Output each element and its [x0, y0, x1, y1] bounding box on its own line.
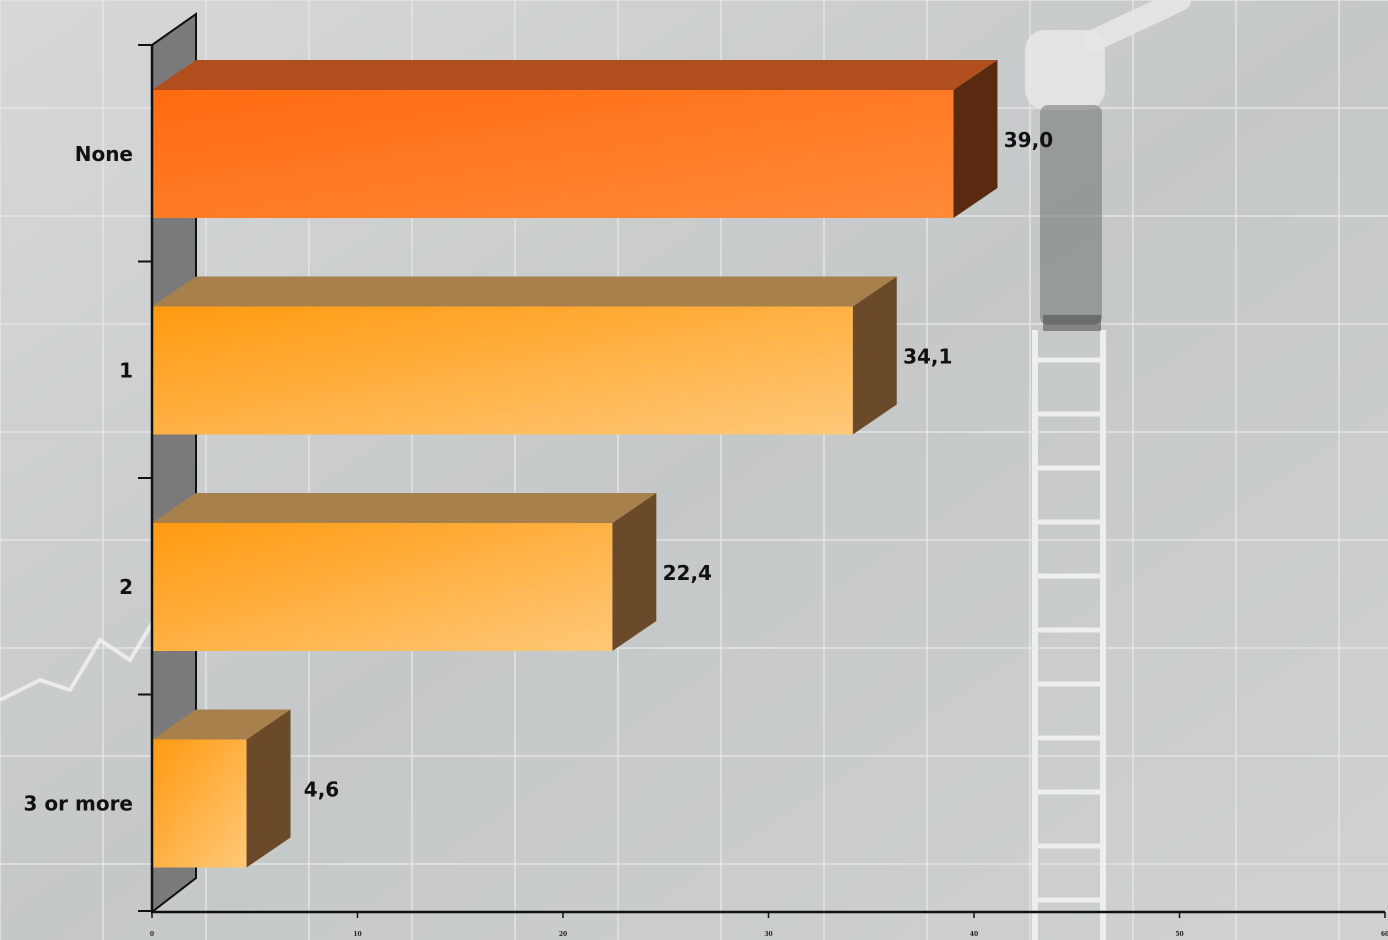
bar-side-face[interactable] — [612, 493, 657, 651]
category-label: 2 — [119, 575, 133, 599]
figure-trousers — [1040, 105, 1102, 325]
category-label: None — [75, 142, 133, 166]
bar-side-face[interactable] — [953, 60, 998, 218]
bar-front-face[interactable] — [152, 739, 247, 868]
bar-front-face[interactable] — [152, 523, 613, 651]
bar-top-face[interactable] — [152, 493, 657, 523]
bar-top-face[interactable] — [152, 709, 291, 740]
bar-top-face[interactable] — [152, 276, 897, 307]
bar-side-face[interactable] — [246, 709, 291, 868]
bar-front-face[interactable] — [152, 90, 954, 218]
figure-shirt — [1025, 30, 1105, 110]
category-label: 3 or more — [24, 792, 133, 816]
bar[interactable] — [152, 709, 291, 868]
bar-side-face[interactable] — [852, 276, 897, 435]
bars — [152, 60, 998, 868]
bar-front-face[interactable] — [152, 306, 853, 435]
x-tick-label: 30 — [764, 931, 772, 938]
bar[interactable] — [152, 493, 657, 651]
x-tick-label: 10 — [353, 931, 361, 938]
x-tick-label: 40 — [970, 931, 978, 938]
labels: None 39,0 1 34,1 2 22,4 3 or more 4,6 — [24, 128, 1054, 816]
axes: 0 10 20 30 40 50 60 — [138, 44, 1388, 938]
background-figure — [0, 0, 1191, 940]
value-label: 34,1 — [903, 345, 952, 369]
category-label: 1 — [119, 359, 133, 383]
x-tick-label: 50 — [1175, 931, 1183, 938]
bar[interactable] — [152, 60, 998, 218]
x-tick-label: 20 — [559, 931, 567, 938]
bar-top-face[interactable] — [152, 60, 998, 90]
figure-arm — [1084, 0, 1191, 51]
value-label: 39,0 — [1004, 128, 1053, 152]
x-tick-label: 60 — [1381, 931, 1388, 938]
trend-line-decoration — [0, 608, 162, 702]
figure-shoes — [1043, 315, 1101, 331]
value-label: 4,6 — [304, 778, 339, 802]
value-label: 22,4 — [663, 561, 712, 585]
x-tick-label: 0 — [150, 931, 154, 938]
bar[interactable] — [152, 276, 897, 435]
